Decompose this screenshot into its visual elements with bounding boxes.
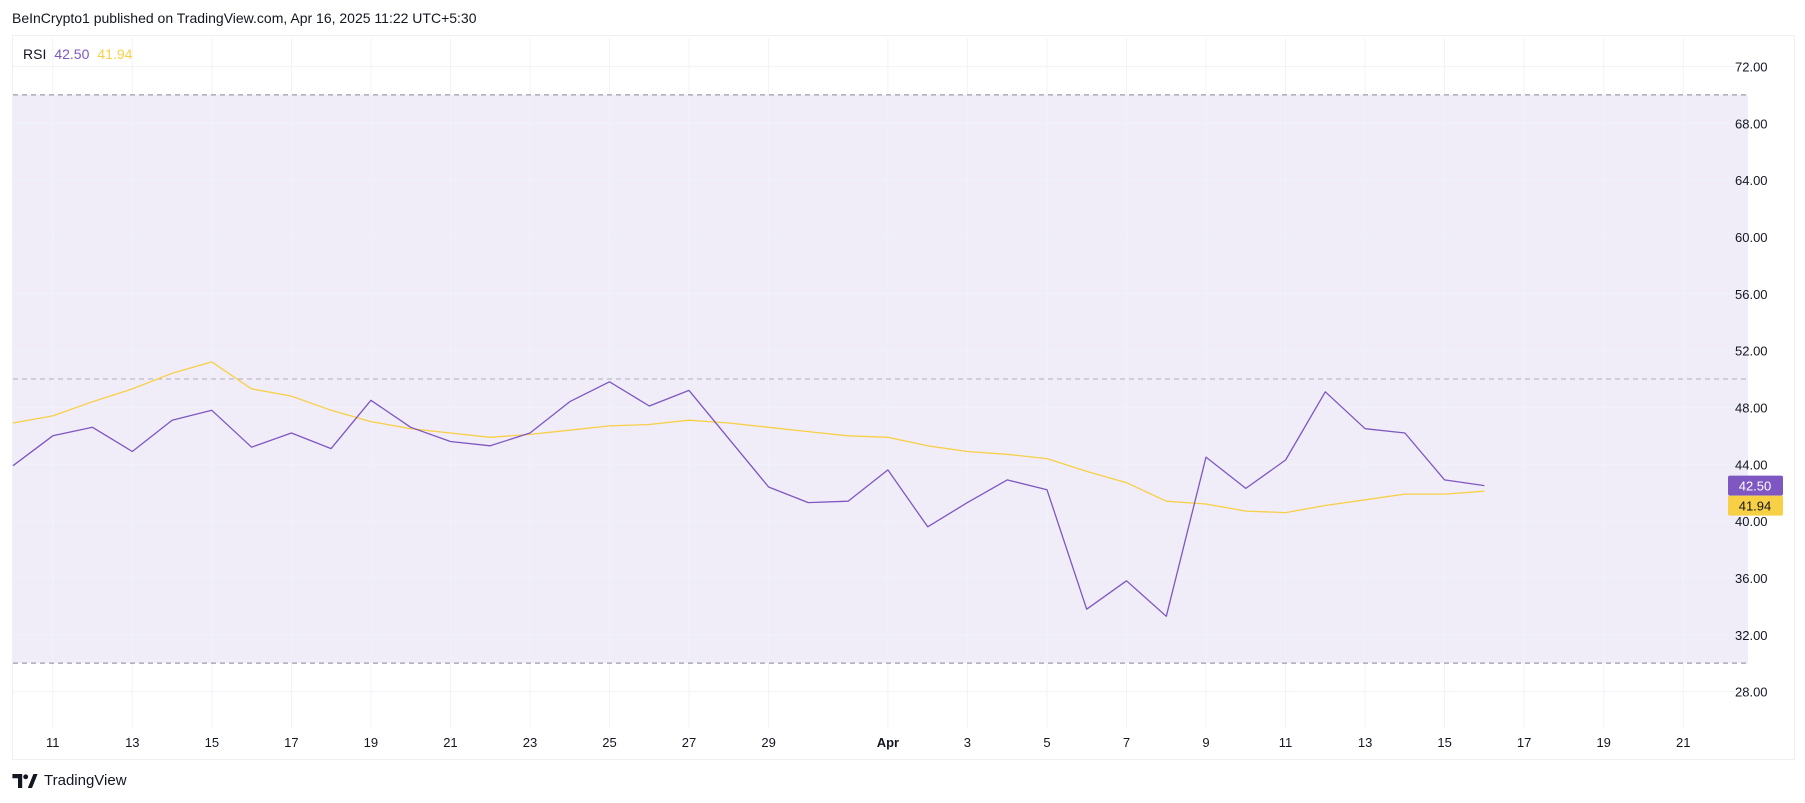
legend-rsi-value: 42.50 bbox=[54, 46, 90, 62]
x-tick-label: 19 bbox=[364, 735, 378, 750]
x-tick-label: 27 bbox=[682, 735, 696, 750]
rsi-last-value-tag bbox=[1728, 475, 1783, 496]
x-tick-label: 11 bbox=[46, 735, 60, 750]
rsi-last-value-tag-label: 42.50 bbox=[1739, 479, 1772, 494]
x-tick-label: 21 bbox=[1676, 735, 1690, 750]
x-tick-label: 25 bbox=[602, 735, 616, 750]
x-tick-label: 29 bbox=[761, 735, 775, 750]
y-tick-label: 44.00 bbox=[1735, 457, 1768, 472]
y-tick-label: 64.00 bbox=[1735, 173, 1768, 188]
ma-last-value-tag bbox=[1728, 495, 1783, 516]
y-tick-label: 32.00 bbox=[1735, 628, 1768, 643]
legend-ma-value: 41.94 bbox=[97, 46, 133, 62]
x-tick-label: 9 bbox=[1202, 735, 1209, 750]
y-tick-label: 72.00 bbox=[1735, 59, 1768, 74]
x-tick-label: 23 bbox=[523, 735, 537, 750]
y-tick-label: 68.00 bbox=[1735, 116, 1768, 131]
y-tick-label: 40.00 bbox=[1735, 514, 1768, 529]
tradingview-branding[interactable]: TradingView bbox=[12, 772, 127, 789]
tradingview-logo-icon bbox=[12, 773, 38, 788]
x-tick-label: 15 bbox=[1437, 735, 1451, 750]
y-tick-label: 28.00 bbox=[1735, 685, 1768, 700]
x-tick-label: 17 bbox=[1517, 735, 1531, 750]
x-tick-label: 13 bbox=[125, 735, 139, 750]
y-tick-label: 60.00 bbox=[1735, 230, 1768, 245]
legend-indicator-name: RSI bbox=[23, 46, 47, 62]
x-tick-label: 21 bbox=[443, 735, 457, 750]
x-tick-label: Apr bbox=[877, 735, 899, 750]
rsi-line bbox=[12, 381, 1485, 617]
x-tick-label: 7 bbox=[1123, 735, 1130, 750]
tradingview-brand-text: TradingView bbox=[44, 772, 127, 789]
ma-last-value-tag-label: 41.94 bbox=[1739, 499, 1772, 514]
rsi-ma-line bbox=[12, 361, 1485, 514]
x-tick-label: 17 bbox=[284, 735, 298, 750]
x-tick-label: 19 bbox=[1596, 735, 1610, 750]
chart-legend: RSI 42.50 41.94 bbox=[23, 46, 132, 62]
y-tick-label: 52.00 bbox=[1735, 344, 1768, 359]
chart-frame bbox=[12, 35, 1795, 760]
x-tick-label: 3 bbox=[964, 735, 971, 750]
y-tick-label: 48.00 bbox=[1735, 400, 1768, 415]
x-tick-label: 15 bbox=[205, 735, 219, 750]
x-tick-label: 13 bbox=[1358, 735, 1372, 750]
x-tick-label: 11 bbox=[1279, 735, 1293, 750]
y-tick-label: 56.00 bbox=[1735, 287, 1768, 302]
publish-info: BeInCrypto1 published on TradingView.com… bbox=[12, 10, 477, 26]
y-tick-label: 36.00 bbox=[1735, 571, 1768, 586]
x-tick-label: 5 bbox=[1043, 735, 1050, 750]
